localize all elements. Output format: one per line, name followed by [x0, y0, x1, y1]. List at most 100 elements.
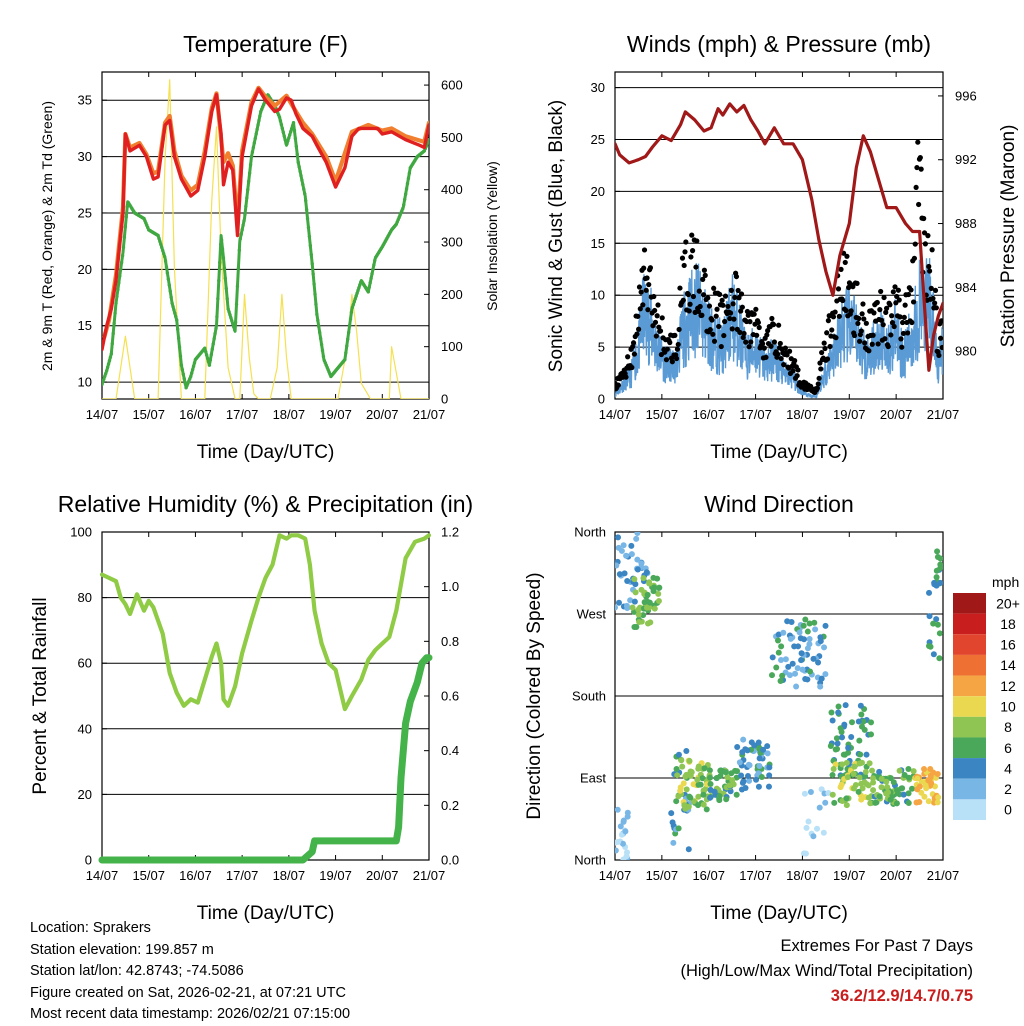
direction-point	[651, 605, 658, 612]
dewpoint-point	[102, 379, 105, 384]
gust-point	[653, 333, 659, 339]
direction-point	[729, 777, 736, 784]
direction-point	[707, 786, 714, 793]
direction-point	[733, 791, 740, 798]
gust-point	[679, 255, 686, 261]
y-tick-label: 100	[70, 525, 92, 540]
dewpoint-point	[112, 321, 116, 326]
temperature-panel: 14/07 15/07 16/07 17/07 18/07 19/07 20/07 21/07…	[39, 31, 500, 463]
gust-point	[709, 317, 715, 323]
dewpoint-point	[214, 326, 218, 331]
direction-point	[697, 781, 704, 788]
gust-point	[892, 284, 898, 290]
dewpoint-point	[167, 283, 171, 287]
direction-point	[681, 802, 688, 809]
colorbar-label: 20+	[996, 595, 1020, 611]
y-tick-label: 20	[78, 262, 92, 277]
gust-point	[878, 317, 885, 323]
gust-point	[889, 320, 896, 326]
dewpoint-point	[203, 346, 207, 350]
direction-point	[934, 548, 941, 555]
y2-tick-label: 0	[441, 392, 448, 407]
gust-point	[643, 287, 649, 293]
gust-point	[736, 295, 742, 301]
colorbar-swatch	[953, 675, 986, 697]
direction-point	[798, 650, 805, 657]
direction-point	[751, 742, 758, 749]
dewpoint-point	[157, 236, 161, 241]
gust-point	[652, 307, 658, 314]
direction-point	[774, 637, 781, 644]
dewpoint-point	[119, 260, 124, 265]
gust-point	[832, 309, 838, 315]
y2-tick-label: 992	[955, 152, 977, 167]
direction-point	[868, 731, 875, 738]
dewpoint-point	[178, 354, 183, 358]
x-tick-label: 16/07	[179, 407, 212, 422]
direction-point	[804, 628, 811, 635]
dewpoint-point	[246, 187, 250, 192]
direction-point	[862, 768, 869, 775]
gust-point	[905, 330, 911, 336]
gust-point	[875, 341, 881, 347]
direction-point	[842, 702, 849, 709]
direction-point	[855, 718, 862, 725]
direction-point	[916, 783, 923, 790]
dewpoint-point	[122, 235, 127, 239]
direction-point	[742, 785, 749, 792]
dewpoint-point	[310, 261, 314, 266]
dewpoint-point	[307, 234, 312, 239]
direction-point	[617, 823, 624, 830]
y-tick-label: 5	[598, 340, 605, 355]
direction-point	[668, 810, 675, 817]
direction-point	[801, 790, 808, 797]
gust-point	[623, 374, 629, 380]
gust-point	[885, 343, 891, 350]
gust-point	[897, 314, 903, 320]
gust-point	[711, 338, 718, 344]
direction-point	[646, 599, 653, 606]
direction-point	[820, 829, 827, 836]
dewpoint-point	[402, 202, 406, 207]
x-tick-label: 19/07	[319, 868, 352, 883]
dewpoint-point	[123, 225, 128, 229]
dewpoint-point	[249, 154, 254, 159]
direction-point	[620, 856, 627, 860]
direction-point	[638, 560, 645, 567]
dewpoint-point	[107, 358, 112, 363]
dewpoint-point	[163, 259, 168, 263]
dewpoint-point	[316, 318, 320, 323]
direction-point	[734, 743, 741, 750]
x-tick-label: 15/07	[646, 868, 679, 883]
y-axis-title: 2m & 9m T (Red, Orange) & 2m Td (Green)	[39, 101, 55, 371]
gust-point	[938, 318, 943, 324]
direction-point	[822, 622, 829, 629]
direction-point	[857, 702, 864, 709]
gust-point	[871, 310, 877, 316]
t2m-line	[102, 87, 429, 352]
plot-frame	[614, 71, 944, 400]
direction-point	[922, 782, 929, 789]
direction-point	[628, 551, 635, 558]
dewpoint-point	[296, 160, 300, 164]
y-tick-label: North	[574, 525, 606, 540]
dewpoint-point	[250, 150, 255, 154]
gust-point	[878, 288, 884, 295]
gust-point	[722, 293, 729, 299]
gust-point	[735, 287, 741, 294]
dewpoint-point	[353, 297, 357, 301]
direction-point	[621, 570, 628, 577]
gust-point	[701, 267, 708, 273]
gust-point	[711, 285, 717, 291]
x-axis-title: Time (Day/UTC)	[197, 903, 335, 924]
recent-timestamp: Most recent data timestamp: 2026/02/21 0…	[30, 1006, 351, 1022]
gust-point	[722, 318, 728, 325]
direction-point	[834, 740, 841, 747]
gust-point	[674, 346, 681, 352]
direction-point	[936, 655, 943, 662]
direction-point	[629, 604, 636, 611]
y2-tick-label: 996	[955, 88, 977, 103]
y2-tick-label: 200	[441, 287, 463, 302]
gust-point	[731, 316, 737, 322]
x-tick-label: 21/07	[413, 868, 446, 883]
